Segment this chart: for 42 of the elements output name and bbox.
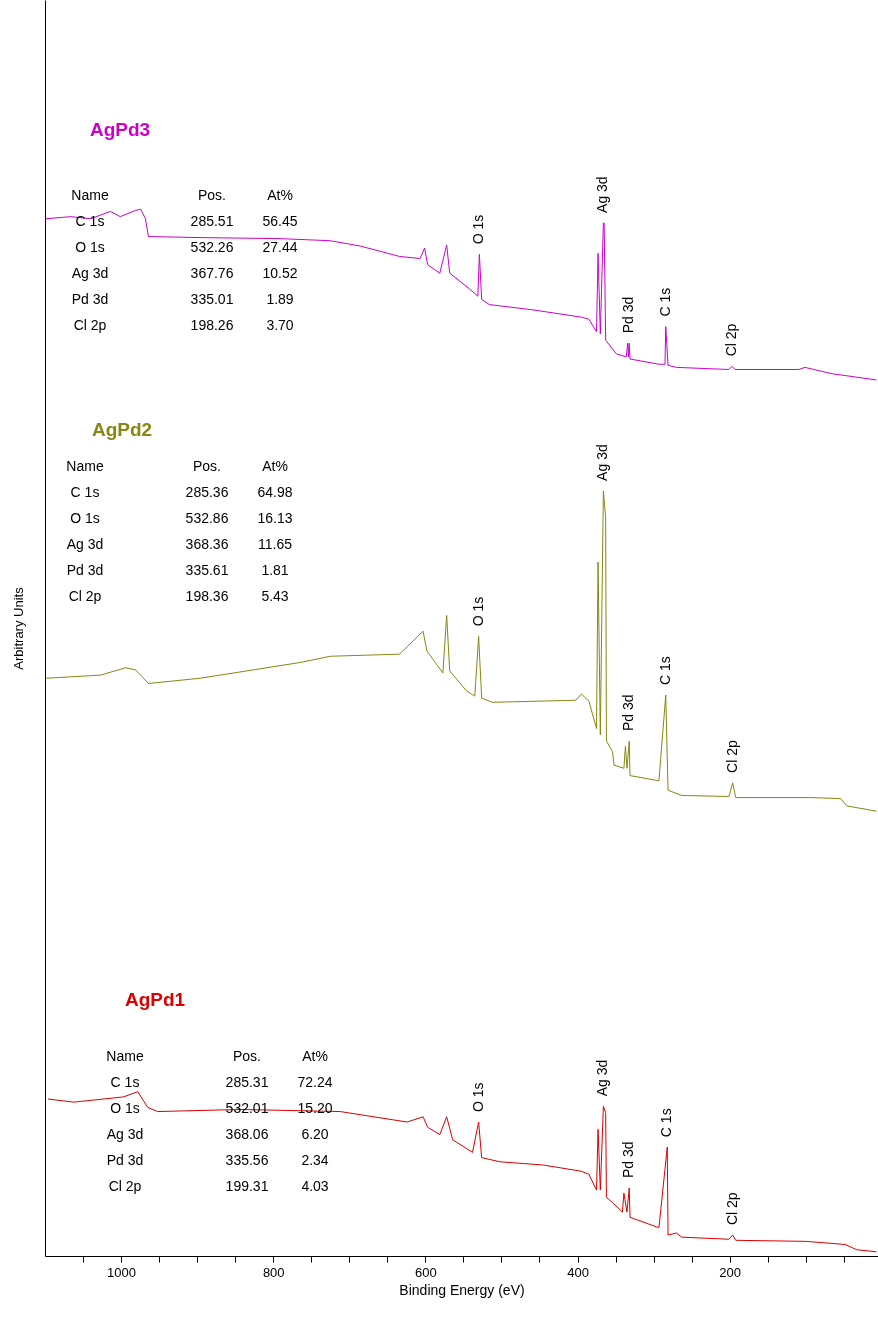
text: Cl 2p 198.36 5.43	[68, 588, 289, 604]
text: Ag 3d 368.06 6.20	[106, 1126, 329, 1142]
text: Name Pos. At%	[66, 458, 288, 474]
annotation: Pd 3d	[620, 694, 637, 732]
text: C 1s 285.36 64.98	[70, 484, 293, 500]
annotation: Pd 3d	[620, 296, 637, 334]
text: O 1s 532.26 27.44	[75, 239, 298, 255]
text: Cl 2p 198.26 3.70	[73, 317, 294, 333]
annotation: Ag 3d	[594, 176, 611, 213]
x-tick-label: 200	[719, 1264, 742, 1280]
annotation: O 1s	[469, 596, 486, 627]
annotation: C 1s	[658, 1108, 675, 1138]
annotation: Cl 2p	[723, 1192, 740, 1226]
x-tick-label: 800	[262, 1264, 285, 1280]
annotation: C 1s	[656, 656, 673, 685]
x-tick-label: 1000	[107, 1264, 137, 1280]
text: O 1s 532.86 16.13	[70, 510, 293, 526]
annotation: O 1s	[469, 1082, 486, 1113]
text: Pd 3d 335.61 1.81	[66, 562, 289, 578]
text: Ag 3d 367.76 10.52	[71, 265, 298, 281]
annotation: Ag 3d	[594, 1059, 611, 1097]
text: Cl 2p 199.31 4.03	[108, 1178, 329, 1194]
text: Pd 3d 335.56 2.34	[106, 1152, 329, 1168]
x-tick-label: 600	[415, 1264, 437, 1280]
annotation: O 1s	[470, 214, 487, 245]
x-tick-label: 400	[567, 1264, 589, 1280]
text: Name Pos. At%	[71, 187, 293, 203]
text: C 1s 285.31 72.24	[110, 1074, 333, 1090]
text: AgPd2	[92, 419, 153, 440]
text: Pd 3d 335.01 1.89	[71, 291, 294, 307]
text: AgPd1	[125, 989, 186, 1010]
annotation: Cl 2p	[722, 323, 739, 357]
text: Name Pos. At%	[106, 1048, 328, 1064]
x-axis-title: Binding Energy (eV)	[399, 1281, 525, 1298]
y-axis-title: Arbitrary Units	[10, 586, 26, 670]
text: AgPd3	[90, 119, 151, 140]
text: C 1s 285.51 56.45	[75, 213, 298, 229]
text: Ag 3d 368.36 11.65	[66, 536, 292, 552]
annotation: Pd 3d	[620, 1141, 637, 1178]
annotation: C 1s	[656, 287, 673, 317]
annotation: Cl 2p	[723, 740, 740, 773]
annotation: Ag 3d	[594, 444, 611, 481]
